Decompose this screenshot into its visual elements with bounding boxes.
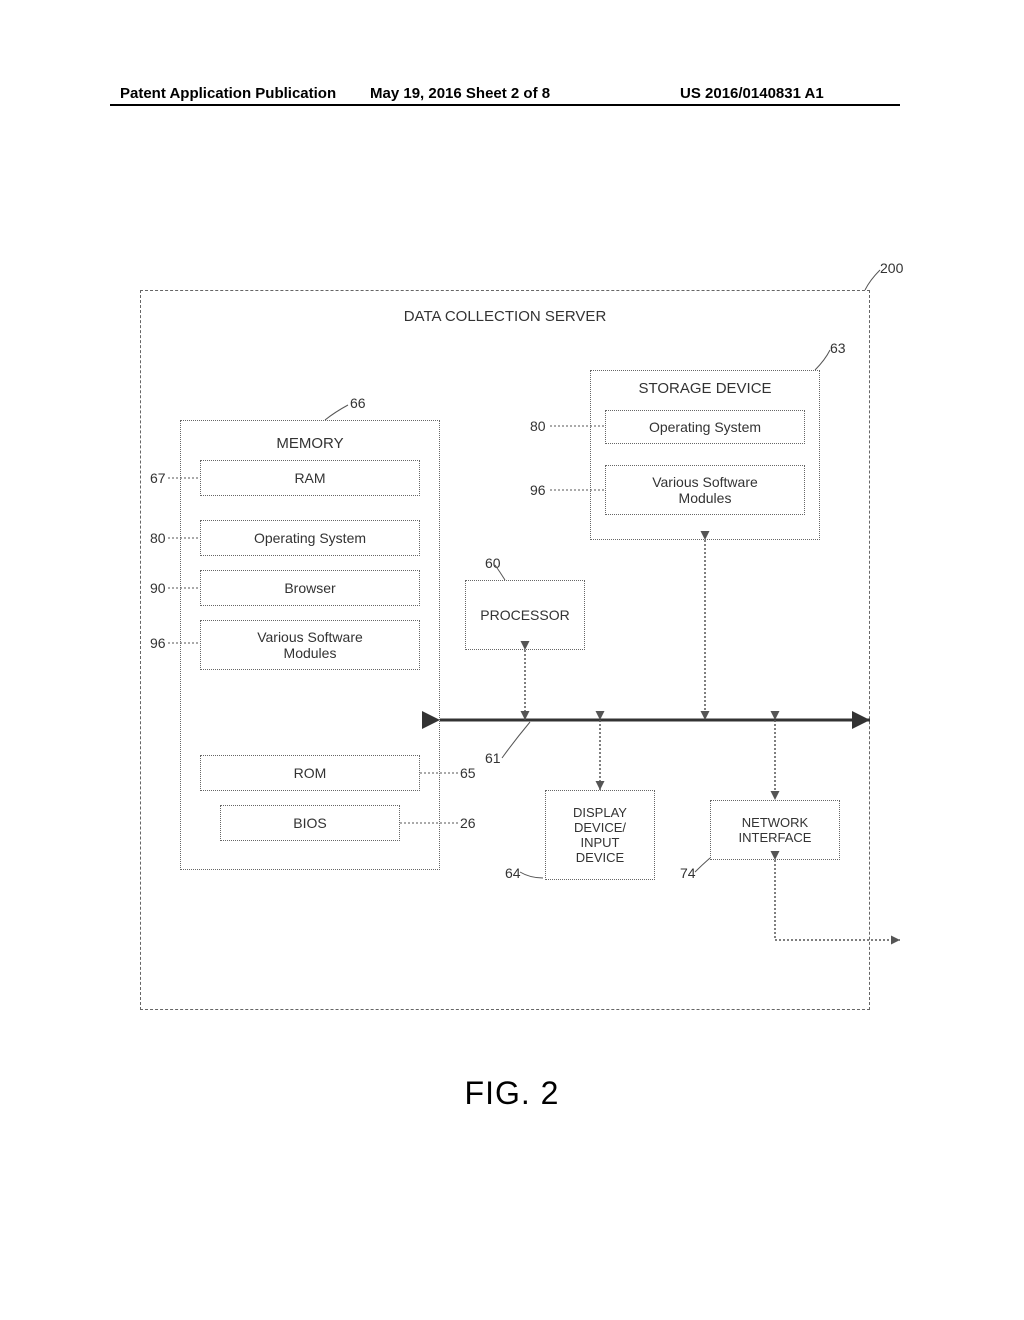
browser-label: Browser (284, 580, 335, 596)
storage-vsm-label: Various Software Modules (652, 474, 758, 506)
ref-65: 65 (460, 765, 476, 781)
ref-96-mem: 96 (150, 635, 166, 651)
memory-vsm-box: Various Software Modules (200, 620, 420, 670)
memory-vsm-label: Various Software Modules (257, 629, 363, 661)
network-label: NETWORK INTERFACE (739, 815, 812, 845)
ref-63: 63 (830, 340, 846, 356)
ram-box: RAM (200, 460, 420, 496)
server-title: DATA COLLECTION SERVER (140, 308, 870, 325)
network-box: NETWORK INTERFACE (710, 800, 840, 860)
storage-vsm-box: Various Software Modules (605, 465, 805, 515)
display-label: DISPLAY DEVICE/ INPUT DEVICE (573, 805, 627, 865)
diagram-area: DATA COLLECTION SERVER 200 MEMORY 66 RAM… (110, 260, 900, 1020)
header-mid: May 19, 2016 Sheet 2 of 8 (370, 85, 550, 102)
ref-96-stor: 96 (530, 482, 546, 498)
memory-os-box: Operating System (200, 520, 420, 556)
ref-67: 67 (150, 470, 166, 486)
display-box: DISPLAY DEVICE/ INPUT DEVICE (545, 790, 655, 880)
ram-label: RAM (294, 470, 325, 486)
bios-box: BIOS (220, 805, 400, 841)
ref-66: 66 (350, 395, 366, 411)
storage-title: STORAGE DEVICE (590, 380, 820, 397)
header-left: Patent Application Publication (120, 85, 336, 102)
storage-os-box: Operating System (605, 410, 805, 444)
browser-box: Browser (200, 570, 420, 606)
ref-74: 74 (680, 865, 696, 881)
bios-label: BIOS (293, 815, 326, 831)
processor-box: PROCESSOR (465, 580, 585, 650)
ref-61: 61 (485, 750, 501, 766)
rom-box: ROM (200, 755, 420, 791)
page: Patent Application Publication May 19, 2… (0, 0, 1024, 1320)
ref-80-mem: 80 (150, 530, 166, 546)
header-rule (110, 104, 900, 106)
rom-label: ROM (294, 765, 327, 781)
memory-title: MEMORY (180, 435, 440, 452)
processor-label: PROCESSOR (480, 607, 569, 623)
header-right: US 2016/0140831 A1 (680, 85, 824, 102)
ref-80-stor: 80 (530, 418, 546, 434)
figure-label: FIG. 2 (0, 1075, 1024, 1112)
memory-os-label: Operating System (254, 530, 366, 546)
storage-os-label: Operating System (649, 419, 761, 435)
ref-90: 90 (150, 580, 166, 596)
ref-64: 64 (505, 865, 521, 881)
ref-60: 60 (485, 555, 501, 571)
ref-26: 26 (460, 815, 476, 831)
ref-200: 200 (880, 260, 903, 276)
